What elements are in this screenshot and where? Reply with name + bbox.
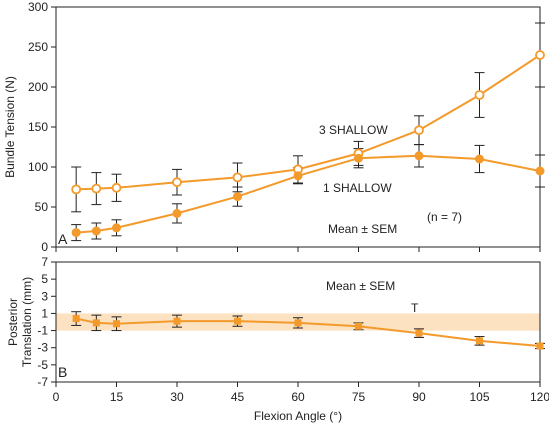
y-tick-label: 150 — [28, 120, 48, 134]
data-point — [112, 223, 121, 233]
series-line — [76, 154, 541, 234]
x-tick-label: 30 — [170, 390, 184, 404]
data-point — [92, 319, 100, 327]
x-tick-label: 45 — [231, 390, 245, 404]
panel-b-ylabel-line2: Translation (mm) — [20, 277, 34, 367]
data-point — [415, 329, 423, 337]
x-tick-label: 15 — [110, 390, 124, 404]
data-point — [355, 322, 362, 330]
panel-b-letter: B — [58, 364, 67, 380]
x-tick-label: 120 — [530, 390, 549, 404]
data-point — [172, 177, 182, 188]
series-label-3-shallow: 3 SHALLOW — [319, 123, 388, 137]
panel-a-frame — [55, 6, 541, 248]
panel-a-n-label: (n = 7) — [427, 210, 462, 224]
panel-b-mean-sem: Mean ± SEM — [326, 279, 395, 293]
x-axis-label: Flexion Angle (°) — [254, 409, 342, 423]
data-point — [354, 153, 363, 163]
data-point — [474, 90, 485, 100]
panel-b-t-mark: T — [411, 301, 419, 315]
data-point — [233, 192, 242, 202]
data-point — [476, 337, 483, 345]
data-point — [414, 125, 424, 136]
series-line — [76, 54, 541, 191]
data-point — [111, 182, 122, 193]
data-point — [535, 166, 545, 176]
panel-b: -7 -5 -3 -1 1 3 5 7 0 15 30 45 60 75 90 105 120 Posteri… — [6, 255, 549, 423]
x-tick-label: 0 — [53, 390, 60, 404]
data-point — [293, 171, 303, 181]
y-tick-label: -7 — [37, 375, 48, 389]
panel-a: 0 50 100 150 200 250 300 Bundle Tension (N) 3 … — [3, 0, 545, 254]
data-point — [71, 184, 82, 195]
x-tick-label: 60 — [291, 390, 305, 404]
x-tick-label: 105 — [469, 390, 489, 404]
data-point — [113, 320, 120, 328]
y-tick-label: 3 — [41, 289, 48, 303]
data-point — [72, 315, 80, 323]
data-point — [234, 317, 241, 325]
series-label-1-shallow: 1 SHALLOW — [323, 181, 392, 195]
panel-b-x-ticks: 0 15 30 45 60 75 90 105 120 — [53, 382, 549, 404]
panel-a-letter: A — [58, 231, 68, 247]
data-point — [91, 183, 102, 194]
data-point — [294, 319, 302, 327]
panel-a-y-ticks: 0 50 100 150 200 250 300 — [28, 0, 56, 254]
y-tick-label: 250 — [28, 40, 48, 54]
data-point — [414, 151, 424, 161]
y-tick-label: -3 — [37, 341, 48, 355]
x-tick-label: 75 — [352, 390, 366, 404]
panel-a-mean-sem: Mean ± SEM — [328, 222, 397, 236]
panel-a-ylabel: Bundle Tension (N) — [3, 76, 17, 178]
panel-b-y-ticks: -7 -5 -3 -1 1 3 5 7 — [37, 255, 56, 389]
panel-b-ylabel-line1: Posterior — [6, 298, 20, 346]
y-tick-label: 1 — [41, 306, 48, 320]
data-point — [535, 50, 545, 60]
series-line — [75, 317, 541, 347]
data-point — [232, 172, 243, 183]
y-tick-label: -1 — [37, 324, 48, 338]
y-tick-label: 200 — [28, 80, 48, 94]
panel-a-points — [71, 50, 545, 238]
data-point — [475, 154, 484, 164]
x-tick-label: 90 — [412, 390, 426, 404]
data-point — [71, 228, 81, 238]
data-point — [91, 226, 101, 236]
data-point — [173, 317, 181, 325]
y-tick-label: -5 — [37, 358, 48, 372]
y-tick-label: 7 — [41, 255, 48, 269]
panel-b-series-lines — [75, 317, 541, 347]
panel-b-points — [72, 315, 544, 350]
panel-a-error-bars — [71, 22, 545, 242]
y-tick-label: 100 — [28, 160, 48, 174]
data-point — [536, 342, 544, 350]
data-point — [172, 208, 182, 218]
y-tick-label: 0 — [41, 240, 48, 254]
panel-a-series-lines — [76, 54, 541, 234]
y-tick-label: 50 — [35, 200, 49, 214]
y-tick-label: 5 — [41, 272, 48, 286]
y-tick-label: 300 — [28, 0, 48, 14]
panel-a-x-ticks — [55, 247, 541, 252]
